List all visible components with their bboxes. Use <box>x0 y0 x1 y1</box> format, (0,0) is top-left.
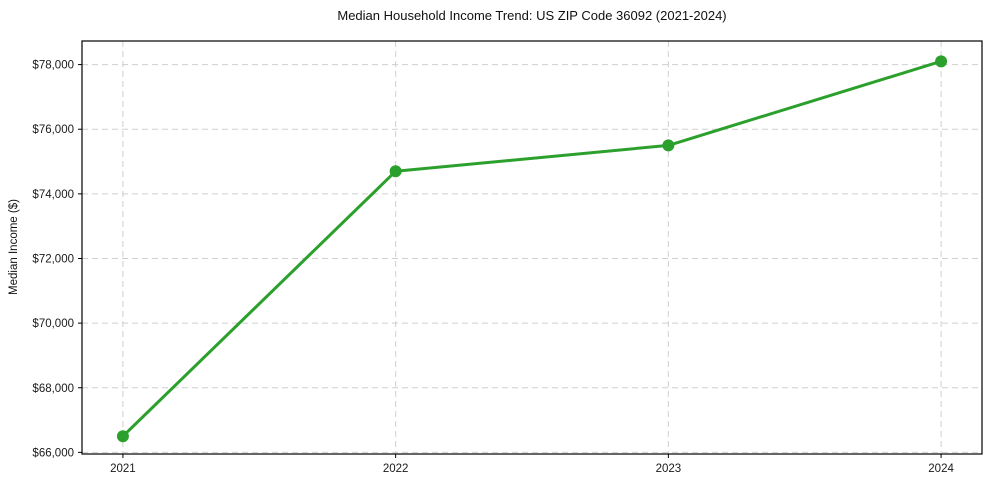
y-tick-label: $74,000 <box>32 189 74 201</box>
y-tick-label: $68,000 <box>32 383 74 395</box>
y-tick-label: $70,000 <box>32 318 74 330</box>
data-point-marker <box>116 430 129 443</box>
x-tick-label: 2021 <box>110 463 136 475</box>
x-tick-label: 2022 <box>383 463 409 475</box>
y-tick-label: $66,000 <box>32 447 74 459</box>
x-tick-label: 2024 <box>928 463 954 475</box>
y-tick-label: $78,000 <box>32 60 74 72</box>
y-tick-label: $72,000 <box>32 253 74 265</box>
y-tick-label: $76,000 <box>32 124 74 136</box>
data-point-marker <box>389 165 402 178</box>
axes-frame <box>81 40 983 455</box>
series-line-median-household-income <box>121 59 943 438</box>
data-point-marker <box>935 55 948 68</box>
data-point-marker <box>662 139 675 152</box>
x-tick-label: 2023 <box>656 463 682 475</box>
chart-title: Median Household Income Trend: US ZIP Co… <box>337 8 727 23</box>
